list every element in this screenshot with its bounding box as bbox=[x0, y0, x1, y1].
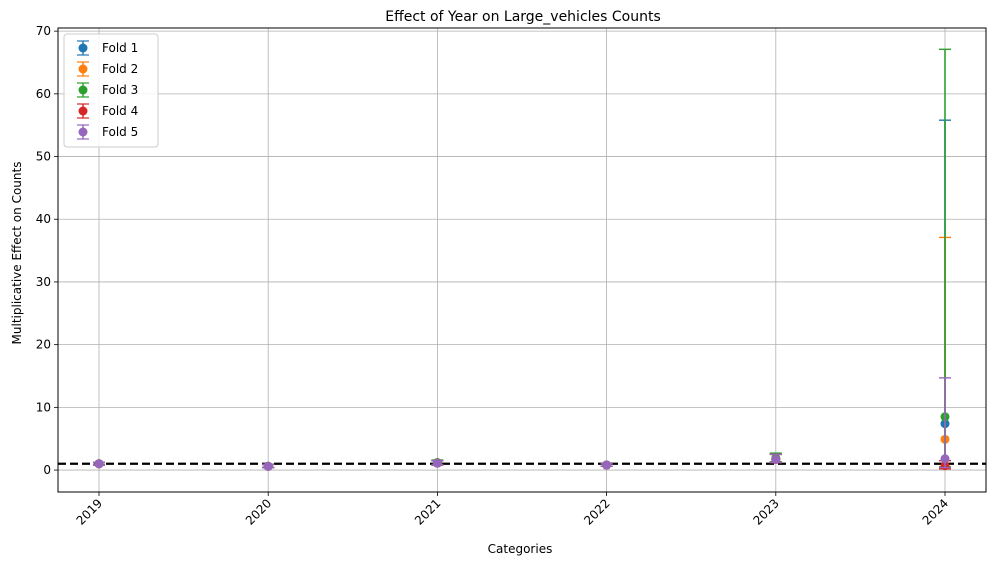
legend-label: Fold 4 bbox=[102, 104, 138, 118]
legend-marker-point bbox=[78, 43, 88, 53]
y-tick-label: 30 bbox=[36, 275, 51, 289]
y-tick-label: 10 bbox=[36, 400, 51, 414]
y-tick-label: 40 bbox=[36, 212, 51, 226]
series-5 bbox=[93, 377, 951, 471]
legend-label: Fold 5 bbox=[102, 125, 138, 139]
legend-marker-point bbox=[78, 85, 88, 95]
y-tick-label: 0 bbox=[43, 463, 51, 477]
y-tick-label: 60 bbox=[36, 87, 51, 101]
legend-marker-point bbox=[78, 64, 88, 74]
x-axis-label: Categories bbox=[488, 542, 553, 556]
y-axis-label: Multiplicative Effect on Counts bbox=[10, 162, 24, 345]
legend-marker-point bbox=[78, 106, 88, 116]
legend-marker-point bbox=[78, 127, 88, 137]
legend-label: Fold 3 bbox=[102, 83, 138, 97]
data-point bbox=[263, 461, 273, 471]
data-layer bbox=[93, 48, 951, 471]
legend-label: Fold 1 bbox=[102, 41, 138, 55]
y-tick-label: 50 bbox=[36, 150, 51, 164]
data-point bbox=[602, 460, 612, 470]
legend-label: Fold 2 bbox=[102, 62, 138, 76]
y-tick-label: 70 bbox=[36, 24, 51, 38]
legend: Fold 1 Fold 2 Fold 3 Fold 4 Fold 5 bbox=[63, 33, 159, 148]
chart-title: Effect of Year on Large_vehicles Counts bbox=[385, 9, 661, 25]
data-point bbox=[94, 459, 104, 469]
plot-frame bbox=[57, 27, 987, 493]
data-point bbox=[940, 454, 950, 464]
data-point bbox=[771, 454, 781, 464]
y-tick-label: 20 bbox=[36, 338, 51, 352]
data-point bbox=[432, 458, 442, 468]
